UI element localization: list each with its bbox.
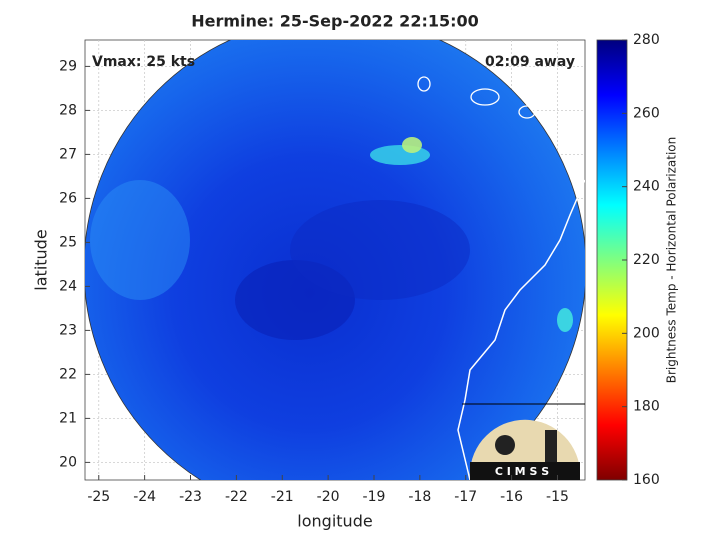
y-tick-label: 25 bbox=[59, 234, 77, 250]
chart-title: Hermine: 25-Sep-2022 22:15:00 bbox=[191, 12, 479, 31]
x-tick-label: -16 bbox=[500, 489, 523, 505]
colorbar-tick-label: 160 bbox=[633, 472, 660, 488]
y-tick-label: 20 bbox=[59, 454, 77, 470]
logo: C I M S S bbox=[469, 419, 580, 480]
x-tick-label: -21 bbox=[271, 489, 294, 505]
satellite-swath bbox=[85, 40, 585, 480]
colorbar-tick-label: 280 bbox=[633, 32, 660, 48]
y-tick-label: 28 bbox=[59, 102, 77, 118]
x-tick-label: -15 bbox=[546, 489, 569, 505]
x-tick-label: -18 bbox=[408, 489, 431, 505]
colorbar-tick-label: 180 bbox=[633, 399, 660, 415]
x-tick-label: -24 bbox=[133, 489, 156, 505]
colorbar-tick-label: 220 bbox=[633, 252, 660, 268]
y-tick-label: 29 bbox=[59, 58, 77, 74]
y-tick-label: 23 bbox=[59, 322, 77, 338]
y-tick-label: 24 bbox=[59, 278, 77, 294]
x-tick-label: -20 bbox=[317, 489, 340, 505]
annotation: Vmax: 25 kts bbox=[92, 54, 195, 70]
x-tick-label: -25 bbox=[87, 489, 110, 505]
annotation: 02:09 away bbox=[485, 54, 575, 70]
y-tick-label: 27 bbox=[59, 146, 77, 162]
colorbar-label: Brightness Temp - Horizontal Polarizatio… bbox=[665, 137, 679, 384]
colorbar-tick-label: 240 bbox=[633, 179, 660, 195]
x-tick-label: -22 bbox=[225, 489, 248, 505]
y-tick-label: 21 bbox=[59, 410, 77, 426]
logo-text: C I M S S bbox=[495, 465, 549, 478]
colorbar-tick-label: 200 bbox=[633, 325, 660, 341]
x-axis-label: longitude bbox=[297, 512, 372, 531]
colorbar-tick-label: 260 bbox=[633, 105, 660, 121]
x-tick-label: -23 bbox=[179, 489, 202, 505]
y-axis-label: latitude bbox=[32, 229, 51, 290]
x-tick-label: -19 bbox=[363, 489, 386, 505]
x-tick-label: -17 bbox=[454, 489, 477, 505]
y-tick-label: 26 bbox=[59, 190, 77, 206]
y-tick-label: 22 bbox=[59, 366, 77, 382]
